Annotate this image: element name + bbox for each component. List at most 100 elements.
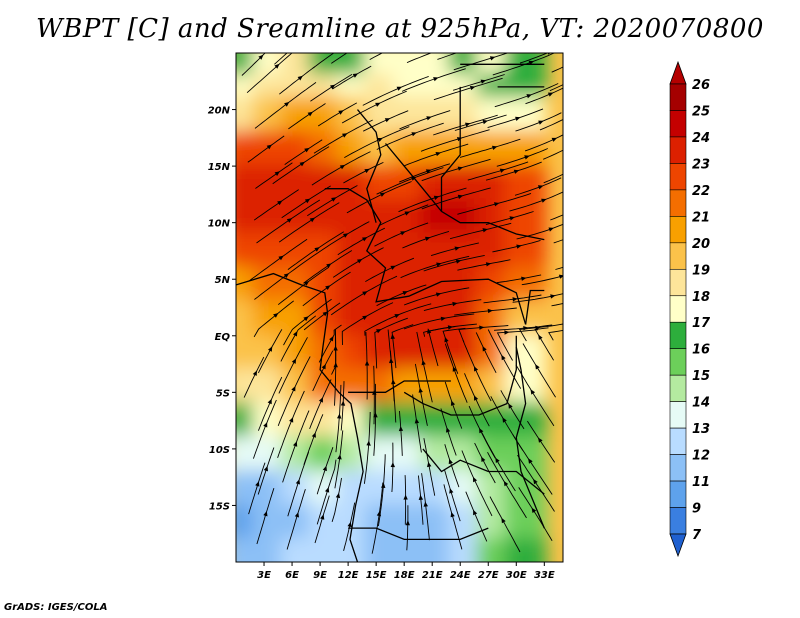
streamline-arrow [425, 169, 432, 174]
streamline-arrow [414, 418, 420, 424]
border-line [403, 335, 517, 416]
streamline [414, 363, 428, 426]
streamline [376, 122, 444, 150]
streamline-arrow [333, 362, 338, 368]
streamline-arrow [448, 458, 453, 465]
streamline [257, 447, 275, 495]
border-line [422, 448, 545, 495]
streamline [549, 84, 563, 92]
streamline-arrow [508, 403, 513, 409]
x-tick-label: 27E [478, 570, 499, 581]
streamline-arrow [457, 166, 464, 171]
streamline-arrow [584, 296, 589, 300]
streamline [449, 222, 512, 240]
streamline [514, 177, 562, 196]
streamline-arrow [531, 507, 537, 513]
streamline [303, 302, 341, 331]
streamline [241, 53, 266, 76]
streamline-arrow [357, 259, 363, 264]
streamline [310, 74, 353, 102]
streamline-arrow [294, 512, 299, 518]
streamline [391, 442, 394, 493]
streamline [467, 161, 529, 181]
colorbar-arrow-top [669, 60, 687, 85]
colorbar-label: 7 [692, 528, 702, 543]
streamline [334, 329, 337, 406]
border-line [440, 86, 461, 212]
streamline-arrow [530, 389, 536, 395]
streamline-arrow [403, 494, 408, 500]
colorbar-segment [669, 268, 687, 297]
streamline [428, 326, 456, 367]
streamline [494, 83, 559, 108]
streamline-arrow [283, 273, 290, 278]
y-tick-label: 5S [216, 388, 230, 399]
streamline [331, 53, 348, 64]
streamline-arrow [297, 75, 303, 81]
streamline-arrow [351, 47, 356, 52]
streamline-arrow [342, 133, 348, 138]
streamline [256, 199, 321, 244]
streamline [303, 414, 324, 465]
streamline [243, 356, 265, 398]
streamline [307, 185, 358, 217]
streamline [274, 53, 288, 65]
streamline-arrow [326, 263, 332, 268]
streamline-arrow [375, 102, 381, 107]
border-line [236, 272, 364, 562]
streamline-arrow [340, 400, 346, 406]
streamline [284, 139, 323, 165]
streamline-arrow [503, 480, 509, 487]
streamline [400, 255, 470, 279]
colorbar-segment [669, 163, 687, 191]
streamline [423, 438, 436, 496]
x-tick-label: 12E [338, 570, 359, 581]
colorbar-label: 12 [692, 449, 710, 464]
x-tick-label: 33E [534, 570, 555, 581]
streamline-arrow [286, 218, 293, 223]
streamline [517, 454, 555, 512]
streamline-arrow [309, 217, 316, 223]
streamline [283, 298, 332, 346]
streamline [335, 384, 342, 453]
streamline [376, 284, 427, 307]
streamline-arrow [469, 47, 474, 51]
y-tick-label: 15N [208, 162, 231, 173]
streamline [518, 487, 553, 542]
streamline [465, 491, 488, 542]
streamline [421, 187, 491, 210]
streamline-arrow [516, 244, 522, 249]
streamline [454, 307, 517, 316]
streamline [279, 66, 316, 95]
streamline-arrow [364, 360, 370, 366]
streamline-arrow [585, 52, 591, 57]
streamline [364, 303, 432, 336]
streamline [457, 259, 511, 271]
streamline-arrow [274, 63, 280, 69]
streamline-arrow [495, 457, 500, 463]
streamline [512, 434, 553, 495]
streamline [524, 134, 563, 152]
streamline-arrow [436, 262, 442, 267]
streamline-arrow [403, 40, 408, 44]
streamline-arrow [411, 132, 417, 137]
streamline [454, 114, 507, 131]
streamline-arrow [364, 168, 370, 174]
streamline-arrow [379, 192, 386, 197]
streamline [330, 275, 398, 316]
streamline-arrow [400, 231, 406, 236]
streamline-arrow [390, 333, 395, 339]
streamline [416, 331, 433, 403]
streamline [312, 350, 334, 392]
border-line [348, 380, 451, 393]
streamline [247, 135, 285, 163]
streamline [332, 65, 372, 90]
streamline [442, 327, 466, 374]
streamline [376, 167, 444, 195]
streamline [402, 230, 450, 249]
streamline [280, 315, 317, 362]
streamline [430, 242, 479, 257]
x-tick-label: 24E [450, 570, 471, 581]
streamline [521, 275, 563, 286]
streamline [443, 484, 463, 550]
